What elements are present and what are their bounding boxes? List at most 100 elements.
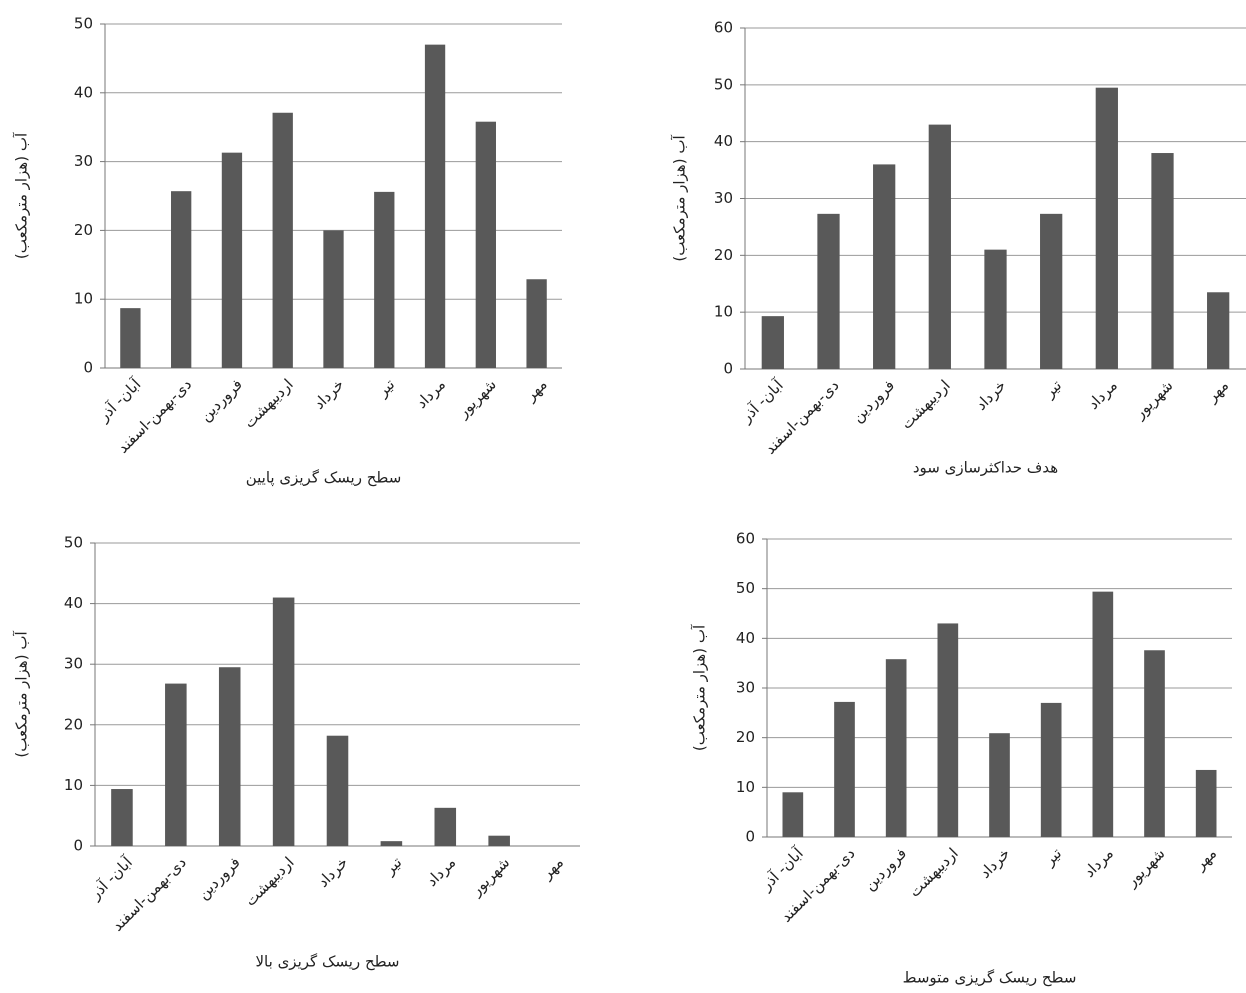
bar: [928, 124, 951, 369]
x-tick-label: شهریور: [467, 853, 514, 900]
x-axis-label: سطح ریسک گریزی متوسط: [903, 969, 1077, 987]
y-axis-label: آب (هزار مترمکعب): [671, 135, 689, 262]
x-tick-label: اردیبهشت: [905, 844, 961, 900]
x-tick-label: خرداد: [314, 853, 352, 891]
y-tick-label: 40: [736, 629, 755, 647]
bar: [526, 279, 547, 368]
y-tick-label: 20: [714, 246, 733, 264]
bar: [1092, 591, 1114, 837]
x-tick-label: تیر: [1040, 844, 1065, 869]
y-tick-label: 20: [736, 728, 755, 746]
x-tick-label: مرداد: [1084, 376, 1121, 413]
x-tick-label: تیر: [380, 853, 405, 878]
x-axis-label: هدف حداکثرسازی سود: [913, 459, 1058, 477]
bar: [1144, 650, 1165, 837]
bar: [218, 667, 241, 846]
y-tick-label: 0: [73, 837, 83, 855]
bar: [984, 249, 1007, 369]
y-tick-label: 10: [64, 776, 83, 794]
y-tick-label: 40: [714, 132, 733, 150]
y-axis-label: آب (هزار مترمکعب): [13, 631, 31, 758]
bar: [1207, 292, 1230, 369]
x-tick-label: فروردین: [196, 375, 246, 425]
x-tick-label: اردیبهشت: [241, 853, 297, 909]
y-tick-label: 30: [74, 152, 93, 170]
x-tick-label: مرداد: [1080, 844, 1117, 881]
bar: [1040, 702, 1062, 837]
bar: [120, 308, 141, 368]
bar: [374, 191, 395, 368]
x-tick-label: اردیبهشت: [240, 375, 296, 431]
x-tick-label: تیر: [373, 375, 398, 400]
x-tick-label: اردیبهشت: [897, 376, 953, 432]
x-tick-label: خرداد: [976, 844, 1014, 882]
bar: [165, 683, 187, 846]
bar: [937, 623, 959, 837]
bar: [323, 230, 344, 368]
bar: [272, 112, 293, 368]
y-tick-label: 20: [64, 715, 83, 733]
y-tick-label: 0: [83, 359, 93, 377]
y-tick-label: 40: [74, 83, 93, 101]
x-tick-label: مرداد: [423, 853, 460, 890]
x-tick-label: آبان- آذر: [736, 376, 787, 427]
bar: [488, 835, 510, 846]
y-tick-label: 10: [736, 778, 755, 796]
y-tick-label: 0: [723, 360, 733, 378]
x-tick-label: شهریور: [1122, 844, 1169, 891]
x-tick-label: مهر: [521, 375, 551, 405]
x-tick-label: مهر: [1202, 376, 1232, 406]
bar: [380, 841, 403, 846]
bar: [761, 316, 784, 369]
x-axis-label: سطح ریسک گریزی پایین: [246, 469, 402, 488]
x-tick-label: خرداد: [310, 375, 348, 413]
y-tick-label: 20: [74, 221, 93, 239]
bar: [221, 152, 243, 368]
y-tick-label: 30: [736, 679, 755, 697]
y-tick-label: 50: [714, 75, 733, 93]
bar: [434, 807, 457, 846]
x-tick-label: آبان- آذر: [86, 853, 137, 904]
x-tick-label: مهر: [537, 853, 567, 883]
x-tick-label: آبان- آذر: [756, 844, 807, 895]
x-tick-label: شهریور: [453, 375, 500, 422]
y-tick-label: 50: [736, 579, 755, 597]
y-tick-label: 30: [64, 655, 83, 673]
x-tick-label: شهریور: [1130, 376, 1177, 423]
y-tick-label: 10: [714, 303, 733, 321]
x-tick-label: تیر: [1040, 376, 1065, 401]
y-tick-label: 50: [64, 534, 83, 552]
x-tick-label: مرداد: [412, 375, 449, 412]
x-tick-label: آبان- آذر: [94, 375, 145, 426]
x-tick-label: خرداد: [972, 376, 1010, 414]
bar: [1095, 87, 1118, 370]
x-tick-label: فروردین: [861, 844, 911, 894]
bar: [817, 213, 840, 369]
y-tick-label: 60: [736, 530, 755, 548]
y-axis-label: آب (هزار مترمکعب): [691, 624, 709, 751]
bar: [1040, 213, 1063, 369]
x-tick-label: فروردین: [849, 376, 899, 426]
x-tick-label: مهر: [1190, 844, 1220, 874]
bar: [885, 659, 907, 837]
bar: [1151, 153, 1174, 369]
bar: [171, 191, 192, 368]
x-axis-label: سطح ریسک گریزی بالا: [256, 953, 400, 971]
bar: [475, 121, 496, 368]
bar: [424, 44, 446, 368]
bar: [989, 733, 1010, 837]
y-tick-label: 60: [714, 19, 733, 37]
bar: [326, 735, 349, 846]
bar: [1195, 769, 1217, 837]
y-tick-label: 0: [745, 828, 755, 846]
bar: [111, 789, 133, 846]
y-tick-label: 50: [74, 15, 93, 33]
bar: [782, 792, 804, 837]
y-axis-label: آب (هزار مترمکعب): [13, 132, 31, 259]
bar: [834, 701, 855, 837]
bar: [873, 164, 896, 369]
y-tick-label: 40: [64, 594, 83, 612]
bar: [272, 597, 295, 846]
y-tick-label: 30: [714, 189, 733, 207]
